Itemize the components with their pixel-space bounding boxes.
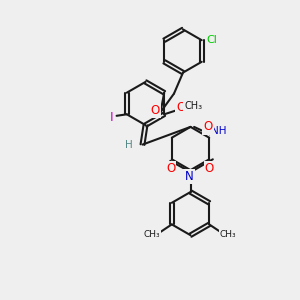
Text: O: O xyxy=(204,120,213,134)
Text: H: H xyxy=(125,140,133,150)
Text: O: O xyxy=(176,101,185,114)
Text: Cl: Cl xyxy=(207,35,218,45)
Text: NH: NH xyxy=(211,126,226,136)
Text: O: O xyxy=(205,162,214,175)
Text: O: O xyxy=(151,104,160,117)
Text: CH₃: CH₃ xyxy=(144,230,160,239)
Text: CH₃: CH₃ xyxy=(220,230,236,239)
Text: O: O xyxy=(166,162,175,175)
Text: I: I xyxy=(110,111,113,124)
Text: CH₃: CH₃ xyxy=(184,101,202,111)
Text: N: N xyxy=(184,170,194,183)
